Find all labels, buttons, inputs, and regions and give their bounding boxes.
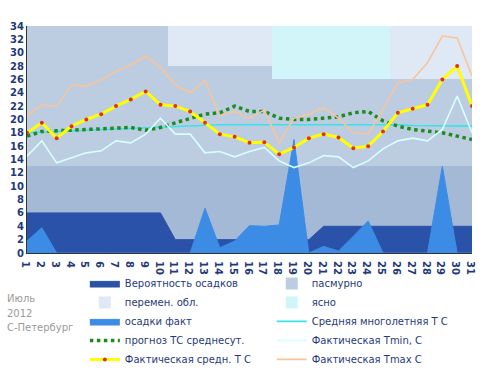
svg-text:Фактическая Tmax C: Фактическая Tmax C	[312, 354, 422, 365]
svg-text:3: 3	[50, 261, 61, 268]
svg-text:1: 1	[20, 261, 31, 268]
svg-text:11: 11	[168, 261, 179, 275]
svg-text:18: 18	[10, 127, 24, 138]
svg-text:4: 4	[65, 261, 76, 268]
svg-text:34: 34	[10, 21, 24, 32]
svg-text:Фактическая средн. Т С: Фактическая средн. Т С	[125, 354, 251, 365]
svg-text:13: 13	[198, 261, 209, 275]
svg-text:6: 6	[17, 207, 24, 218]
svg-text:2012: 2012	[7, 308, 32, 319]
svg-text:18: 18	[272, 261, 283, 275]
svg-text:29: 29	[435, 261, 446, 275]
svg-text:ясно: ясно	[312, 297, 336, 308]
svg-text:Средняя многолетняя Т С: Средняя многолетняя Т С	[312, 316, 448, 327]
svg-text:24: 24	[361, 261, 372, 275]
svg-text:28: 28	[10, 61, 24, 72]
svg-text:8: 8	[124, 261, 135, 268]
svg-text:9: 9	[139, 261, 150, 268]
svg-text:4: 4	[17, 221, 24, 232]
svg-text:17: 17	[257, 261, 268, 275]
svg-text:20: 20	[302, 261, 313, 275]
svg-text:0: 0	[17, 248, 24, 259]
svg-text:2: 2	[35, 261, 46, 268]
svg-text:20: 20	[10, 114, 24, 125]
svg-text:21: 21	[317, 261, 328, 275]
svg-text:31: 31	[465, 261, 476, 275]
svg-text:10: 10	[10, 181, 24, 192]
svg-text:8: 8	[17, 194, 24, 205]
svg-text:28: 28	[421, 261, 432, 275]
svg-text:30: 30	[450, 261, 461, 275]
svg-text:24: 24	[10, 87, 24, 98]
svg-text:6: 6	[94, 261, 105, 268]
svg-text:14: 14	[10, 154, 24, 165]
svg-text:23: 23	[346, 261, 357, 275]
svg-text:5: 5	[79, 261, 90, 268]
svg-text:12: 12	[183, 261, 194, 275]
svg-text:Июль: Июль	[7, 293, 35, 304]
svg-text:27: 27	[406, 261, 417, 275]
svg-text:16: 16	[10, 141, 24, 152]
svg-text:2: 2	[17, 234, 24, 245]
svg-text:22: 22	[10, 101, 24, 112]
svg-text:С-Петербург: С-Петербург	[7, 322, 73, 333]
svg-text:14: 14	[213, 261, 224, 275]
svg-text:осадки факт: осадки факт	[125, 316, 192, 327]
svg-text:пасмурно: пасмурно	[312, 278, 363, 289]
svg-text:Фактическая Tmin, C: Фактическая Tmin, C	[312, 335, 422, 346]
svg-text:19: 19	[287, 261, 298, 275]
svg-text:26: 26	[10, 74, 24, 85]
svg-text:прогноз ТС среднесут.: прогноз ТС среднесут.	[125, 335, 245, 346]
svg-text:30: 30	[10, 47, 24, 58]
svg-text:Вероятность осадков: Вероятность осадков	[125, 278, 238, 289]
svg-text:15: 15	[228, 261, 239, 275]
svg-text:25: 25	[376, 261, 387, 275]
svg-text:12: 12	[10, 167, 24, 178]
svg-text:26: 26	[391, 261, 402, 275]
svg-text:22: 22	[332, 261, 343, 275]
svg-text:перемен. обл.: перемен. обл.	[125, 297, 199, 308]
svg-text:10: 10	[154, 261, 165, 275]
svg-text:32: 32	[10, 34, 24, 45]
svg-text:7: 7	[109, 261, 120, 268]
svg-text:16: 16	[243, 261, 254, 275]
